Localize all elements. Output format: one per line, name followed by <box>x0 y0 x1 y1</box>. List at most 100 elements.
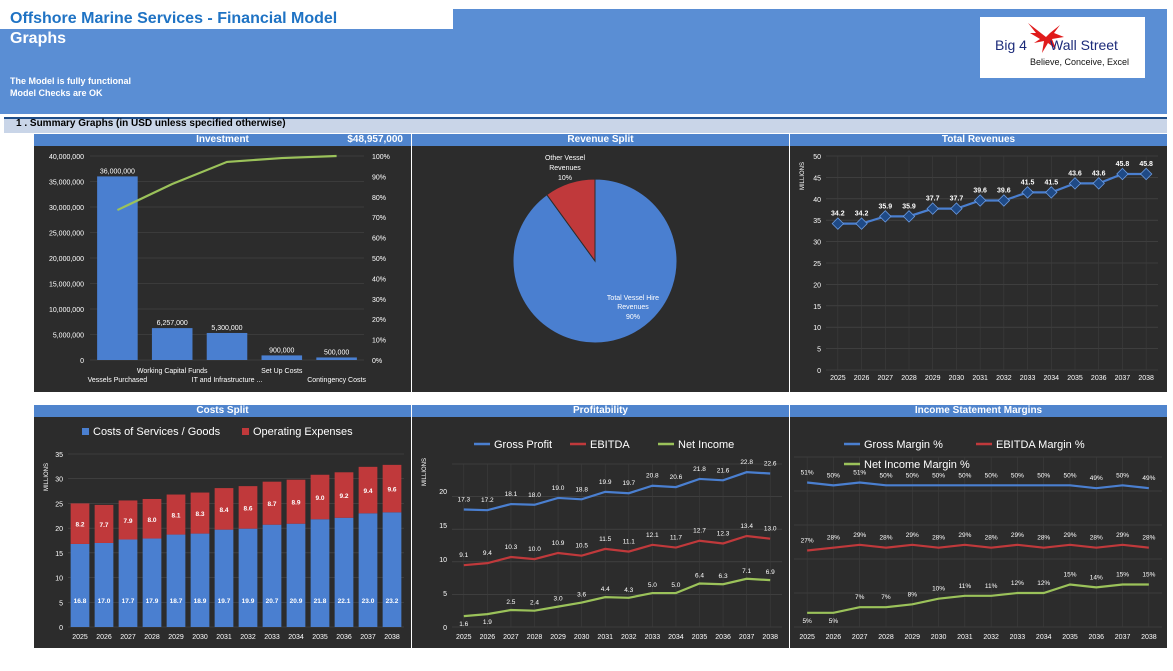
revenue-point <box>997 194 1011 207</box>
bar-value-label: 5,300,000 <box>211 325 242 332</box>
x-tick-label: 2033 <box>264 634 280 641</box>
data-label: 13.0 <box>764 526 777 533</box>
data-label: 28% <box>1090 535 1103 542</box>
data-label: 5.0 <box>671 582 680 589</box>
stacked-bar-segment <box>262 481 282 525</box>
x-tick-label: 2033 <box>645 634 661 641</box>
y-tick-label: 15 <box>439 523 447 530</box>
data-label: 6.9 <box>766 569 775 576</box>
y-tick-label: 30 <box>813 240 821 247</box>
x-tick-label: 2029 <box>925 375 941 382</box>
data-label: 29% <box>958 532 971 539</box>
header-banner <box>0 29 1167 114</box>
legend-label: Net Income Margin % <box>864 459 970 471</box>
logo-text-a: Big 4 <box>995 37 1027 53</box>
data-label: 6.3 <box>719 573 728 580</box>
profitability-panel: Profitability 0 5 10 15 20 MILLIONS Gross Prof… <box>412 405 789 648</box>
data-label: 8.9 <box>291 500 300 507</box>
data-label: 2.5 <box>506 599 515 606</box>
stacked-bar-segment <box>166 494 186 535</box>
x-tick-label: 2029 <box>904 634 920 641</box>
revenue-point <box>831 217 845 230</box>
page-title: Offshore Marine Services - Financial Mod… <box>10 10 338 27</box>
y-tick-label: 15,000,000 <box>49 282 84 289</box>
y2-tick-label: 70% <box>372 215 386 222</box>
x-tick-label: 2035 <box>1062 634 1078 641</box>
data-label: 9.0 <box>315 495 324 502</box>
data-label: 8.7 <box>267 501 276 508</box>
y-tick-label: 10 <box>55 576 63 583</box>
data-label: 18.8 <box>575 486 588 493</box>
x-tick-label: 2037 <box>739 634 755 641</box>
y-tick-label: 30 <box>55 477 63 484</box>
revenue-point <box>1021 186 1034 199</box>
x-tick-label: 2025 <box>456 634 472 641</box>
y-tick-label: 5,000,000 <box>53 333 84 340</box>
data-label: 19.7 <box>622 480 635 487</box>
legend-label: Gross Profit <box>494 439 552 451</box>
y-tick-label: 15 <box>55 551 63 558</box>
x-tick-label: 2025 <box>72 634 88 641</box>
y-tick-label: 30,000,000 <box>49 205 84 212</box>
x-tick-label: 2026 <box>480 634 496 641</box>
x-category-label: IT and Infrastructure ... <box>192 377 263 384</box>
profitability-title: Profitability <box>412 405 789 417</box>
data-label: 29% <box>1116 532 1129 539</box>
investment-chart-panel: Investment $48,957,000 0 5,000,000 10,000,… <box>34 134 411 392</box>
revenue-point <box>1068 177 1082 190</box>
y-tick-label: 0 <box>817 368 821 375</box>
legend-label: EBITDA <box>590 439 630 451</box>
y-tick-label: 40,000,000 <box>49 154 84 161</box>
data-label: 15% <box>1063 572 1076 579</box>
x-tick-label: 2032 <box>621 634 637 641</box>
x-tick-label: 2028 <box>144 634 160 641</box>
y2-tick-label: 0% <box>372 358 382 365</box>
y-axis-label: MILLIONS <box>422 458 428 486</box>
revenue-point <box>1116 167 1129 181</box>
data-label: 37.7 <box>950 196 964 203</box>
stacked-bar-segment <box>190 492 210 534</box>
data-label: 11.7 <box>670 535 683 542</box>
y-axis-label: MILLIONS <box>800 162 806 190</box>
data-label: 45.8 <box>1116 161 1130 168</box>
y-tick-label: 0 <box>443 625 447 632</box>
x-tick-label: 2038 <box>384 634 400 641</box>
x-tick-label: 2030 <box>931 634 947 641</box>
y-tick-label: 0 <box>80 358 84 365</box>
slice-label: Other Vessel <box>545 155 586 162</box>
data-label: 17.3 <box>457 497 470 504</box>
data-label: 11.5 <box>599 536 612 543</box>
stacked-bar-segment <box>238 528 258 627</box>
data-label: 1.9 <box>483 619 492 626</box>
profitability-chart: 0 5 10 15 20 MILLIONS Gross Profit 17.3 17.2 18.1… <box>422 439 782 641</box>
data-label: 21.8 <box>693 466 706 473</box>
x-category-label: Vessels Purchased <box>88 377 148 384</box>
data-label: 23.0 <box>362 598 375 605</box>
x-tick-label: 2026 <box>96 634 112 641</box>
data-label: 17.9 <box>146 598 159 605</box>
x-tick-label: 2026 <box>826 634 842 641</box>
data-label: 13.4 <box>740 523 753 530</box>
stacked-bar-segment <box>262 524 282 627</box>
slice-label: Revenues <box>549 165 581 172</box>
data-label: 43.6 <box>1092 170 1106 177</box>
x-tick-label: 2030 <box>574 634 590 641</box>
stacked-bar-segment <box>310 519 330 627</box>
revenue-point <box>950 202 963 215</box>
x-tick-label: 2030 <box>192 634 208 641</box>
revenue-split-chart: Total Vessel Hire Revenues 90% Other Vessel… <box>512 155 678 344</box>
x-tick-label: 2029 <box>550 634 566 641</box>
data-label: 50% <box>906 472 919 479</box>
data-label: 9.4 <box>483 550 492 557</box>
stacked-bar-segment <box>238 486 258 529</box>
y2-tick-label: 40% <box>372 276 386 283</box>
data-label: 17.0 <box>98 598 111 605</box>
y-tick-label: 0 <box>59 625 63 632</box>
slice-pct-label: 10% <box>558 175 572 182</box>
data-label: 20.7 <box>266 598 279 605</box>
data-label: 9.6 <box>387 487 396 494</box>
x-tick-label: 2034 <box>668 634 684 641</box>
x-tick-label: 2028 <box>901 375 917 382</box>
data-label: 28% <box>879 535 892 542</box>
